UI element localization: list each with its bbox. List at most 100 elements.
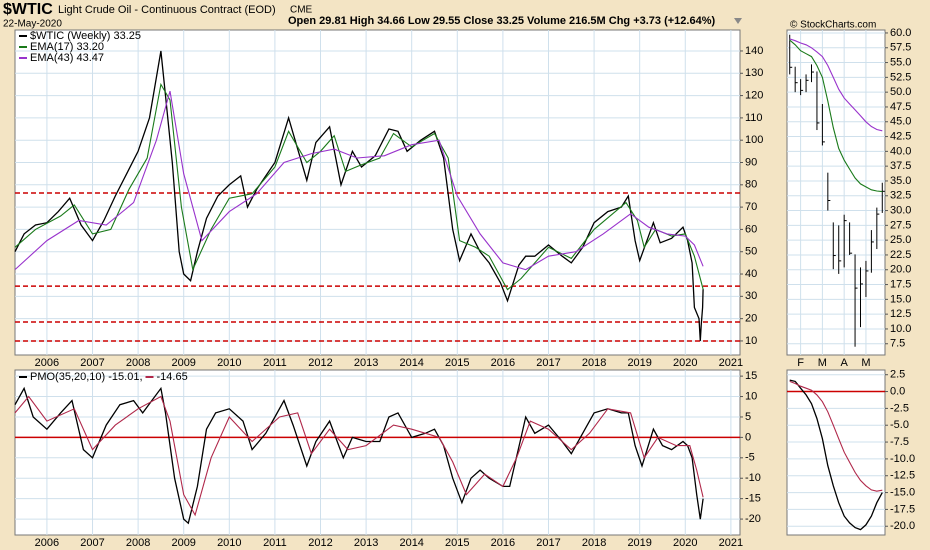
x-tick-label: 2013 bbox=[354, 537, 378, 549]
x-tick-label: 2012 bbox=[308, 357, 332, 369]
y-tick-label: 17.5 bbox=[890, 278, 911, 290]
y-tick-label: 100 bbox=[745, 134, 763, 146]
menu-arrow bbox=[734, 18, 742, 24]
y-tick-label: 27.5 bbox=[890, 219, 911, 231]
x-tick-label: 2019 bbox=[627, 357, 651, 369]
legend-label: EMA(43) 43.47 bbox=[30, 52, 104, 64]
x-tick-label: 2018 bbox=[582, 537, 606, 549]
x-tick-label: 2017 bbox=[536, 357, 560, 369]
series-line bbox=[789, 39, 883, 193]
x-tick-label: 2021 bbox=[719, 537, 743, 549]
y-tick-label: 45.0 bbox=[890, 116, 911, 128]
y-tick-label: 80 bbox=[745, 179, 757, 191]
x-tick-label: 2012 bbox=[308, 537, 332, 549]
x-tick-label: 2008 bbox=[126, 357, 150, 369]
x-tick-label: 2010 bbox=[217, 357, 241, 369]
y-tick-label: 37.5 bbox=[890, 160, 911, 172]
credit: © StockCharts.com bbox=[790, 20, 876, 31]
x-tick-label: 2021 bbox=[719, 357, 743, 369]
x-tick-label: 2019 bbox=[627, 537, 651, 549]
x-tick-label: A bbox=[840, 357, 848, 369]
chart-subtitle: Light Crude Oil - Continuous Contract (E… bbox=[58, 4, 276, 16]
y-tick-label: 30.0 bbox=[890, 204, 911, 216]
x-tick-label: 2010 bbox=[217, 537, 241, 549]
y-tick-label: -5 bbox=[745, 452, 755, 464]
y-tick-label: 52.5 bbox=[890, 71, 911, 83]
x-tick-label: 2014 bbox=[399, 357, 423, 369]
y-tick-label: 140 bbox=[745, 45, 763, 57]
y-tick-label: 50 bbox=[745, 246, 757, 258]
y-tick-label: 0 bbox=[745, 431, 751, 443]
x-tick-label: 2011 bbox=[263, 537, 287, 549]
series-line bbox=[789, 380, 883, 492]
x-tick-label: 2016 bbox=[491, 357, 515, 369]
y-tick-label: 20 bbox=[745, 313, 757, 325]
x-tick-label: 2016 bbox=[491, 537, 515, 549]
x-tick-label: M bbox=[861, 357, 870, 369]
y-tick-label: 0.0 bbox=[890, 385, 905, 397]
y-tick-label: 50.0 bbox=[890, 86, 911, 98]
legend-label: PMO(35,20,10) -15.01, bbox=[30, 371, 143, 383]
y-tick-label: -2.5 bbox=[890, 402, 909, 414]
y-tick-label: -15.0 bbox=[890, 486, 915, 498]
x-tick-label: 2020 bbox=[673, 537, 697, 549]
x-tick-label: 2008 bbox=[126, 537, 150, 549]
y-tick-label: 47.5 bbox=[890, 101, 911, 113]
y-tick-label: 15 bbox=[745, 370, 757, 382]
y-tick-label: -10.0 bbox=[890, 453, 915, 465]
x-tick-label: 2006 bbox=[35, 537, 59, 549]
plot-area bbox=[14, 369, 741, 536]
series-line bbox=[14, 50, 704, 341]
x-tick-label: 2009 bbox=[171, 537, 195, 549]
y-tick-label: -20.0 bbox=[890, 520, 915, 532]
y-tick-label: 40.0 bbox=[890, 145, 911, 157]
x-tick-label: 2007 bbox=[80, 357, 104, 369]
y-tick-label: 57.5 bbox=[890, 42, 911, 54]
y-tick-label: 30 bbox=[745, 290, 757, 302]
legend-label: EMA(17) 33.20 bbox=[30, 41, 104, 53]
y-tick-label: 32.5 bbox=[890, 190, 911, 202]
y-tick-label: 20.0 bbox=[890, 264, 911, 276]
y-tick-label: 90 bbox=[745, 156, 757, 168]
y-tick-label: 2.5 bbox=[890, 369, 905, 381]
x-tick-label: 2015 bbox=[445, 357, 469, 369]
y-tick-label: -17.5 bbox=[890, 503, 915, 515]
series-line bbox=[14, 386, 704, 525]
series-line bbox=[14, 90, 704, 271]
series-line bbox=[14, 395, 704, 517]
series-line bbox=[14, 82, 704, 291]
y-tick-label: 12.5 bbox=[890, 308, 911, 320]
y-tick-label: 22.5 bbox=[890, 249, 911, 261]
y-tick-label: 60.0 bbox=[890, 27, 911, 39]
y-tick-label: -15 bbox=[745, 493, 761, 505]
x-tick-label: 2011 bbox=[263, 357, 287, 369]
y-tick-label: 10 bbox=[745, 390, 757, 402]
x-tick-label: 2013 bbox=[354, 357, 378, 369]
y-tick-label: 110 bbox=[745, 112, 763, 124]
x-tick-label: 2007 bbox=[80, 537, 104, 549]
date: 22-May-2020 bbox=[3, 19, 62, 30]
x-tick-label: 2020 bbox=[673, 357, 697, 369]
y-tick-label: 35.0 bbox=[890, 175, 911, 187]
plot-area bbox=[786, 369, 886, 536]
y-tick-label: 120 bbox=[745, 89, 763, 101]
x-tick-label: 2015 bbox=[445, 537, 469, 549]
y-tick-label: -10 bbox=[745, 472, 761, 484]
x-tick-label: F bbox=[797, 357, 804, 369]
legend-label: -14.65 bbox=[157, 371, 188, 383]
y-tick-label: -5.0 bbox=[890, 419, 909, 431]
y-tick-label: 40 bbox=[745, 268, 757, 280]
x-tick-label: 2009 bbox=[171, 357, 195, 369]
x-tick-label: 2018 bbox=[582, 357, 606, 369]
series-line bbox=[789, 38, 883, 132]
y-tick-label: 70 bbox=[745, 201, 757, 213]
y-tick-label: 42.5 bbox=[890, 130, 911, 142]
y-tick-label: 7.5 bbox=[890, 338, 905, 350]
y-tick-label: 10 bbox=[745, 335, 757, 347]
x-tick-label: M bbox=[818, 357, 827, 369]
y-tick-label: -7.5 bbox=[890, 436, 909, 448]
x-tick-label: 2006 bbox=[35, 357, 59, 369]
plot-area bbox=[786, 29, 886, 356]
x-tick-label: 2017 bbox=[536, 537, 560, 549]
